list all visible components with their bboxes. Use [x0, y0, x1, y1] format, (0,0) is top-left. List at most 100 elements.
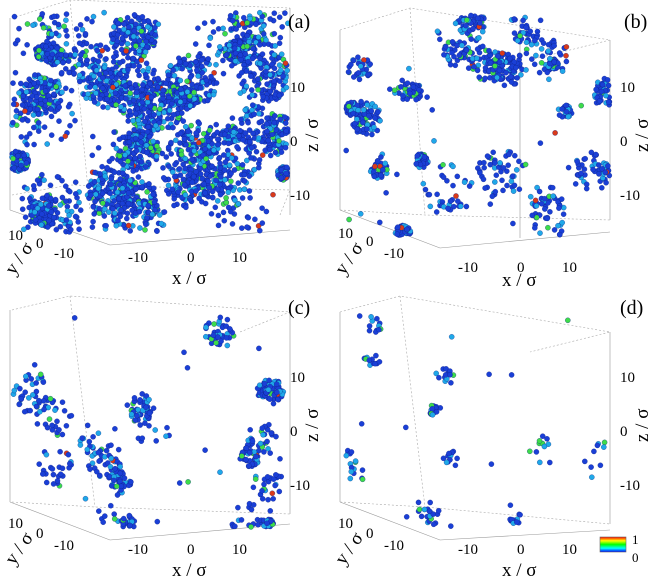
z-axis-label: z / σ — [302, 119, 323, 152]
particle — [563, 58, 570, 65]
particle — [113, 222, 120, 229]
particle — [240, 137, 246, 143]
particle — [114, 189, 121, 196]
particle — [593, 86, 599, 93]
particle — [210, 29, 217, 35]
particle — [574, 158, 581, 165]
z-tick-label: -10 — [620, 478, 640, 494]
particle — [514, 37, 521, 44]
particle — [403, 514, 410, 520]
particle — [527, 193, 534, 200]
particle — [111, 54, 117, 60]
particle — [146, 410, 153, 416]
particle — [40, 471, 46, 477]
particle — [131, 126, 137, 133]
particle — [605, 163, 611, 169]
particle — [126, 139, 133, 146]
particle — [207, 35, 214, 41]
particle — [474, 67, 481, 74]
particle — [256, 157, 263, 163]
particle — [410, 84, 417, 90]
particle — [24, 42, 30, 48]
particle — [239, 453, 245, 459]
particle — [242, 130, 249, 136]
particle — [211, 70, 217, 76]
particle — [242, 107, 248, 113]
particle — [124, 215, 130, 222]
particle — [436, 374, 442, 381]
particle — [34, 106, 41, 113]
particle — [267, 508, 274, 514]
z-tick-label: -10 — [290, 188, 310, 204]
particle — [32, 209, 38, 215]
particle — [170, 169, 176, 175]
particle — [113, 483, 120, 490]
particle — [552, 130, 558, 136]
x-tick-label: 0 — [187, 250, 195, 266]
particle — [184, 89, 191, 95]
particle — [89, 18, 95, 25]
particle — [169, 100, 175, 107]
particle — [56, 104, 62, 110]
particle — [404, 80, 411, 86]
particle — [145, 18, 152, 25]
particle — [283, 120, 289, 126]
particle — [263, 208, 270, 215]
particle — [103, 222, 109, 229]
particle — [474, 15, 481, 22]
particle — [91, 211, 97, 217]
particle — [245, 119, 251, 126]
particle — [34, 421, 41, 427]
particle — [34, 177, 41, 183]
particle — [496, 67, 503, 74]
particle — [59, 465, 66, 472]
particle — [55, 21, 62, 28]
particle — [59, 177, 65, 184]
particle — [272, 113, 278, 119]
particle — [50, 471, 57, 478]
particle — [150, 405, 157, 411]
particle — [429, 412, 436, 418]
particle — [565, 164, 572, 171]
particle — [185, 52, 192, 59]
particle — [477, 170, 483, 176]
particle — [118, 207, 124, 213]
particle — [257, 440, 264, 447]
particle — [113, 102, 119, 108]
particle — [263, 121, 270, 127]
particle — [218, 338, 224, 344]
particle — [178, 151, 185, 158]
particle — [195, 25, 201, 31]
particle — [112, 426, 118, 432]
particle — [488, 461, 495, 467]
x-tick-label: 10 — [562, 542, 577, 558]
particle — [510, 220, 516, 227]
x-tick-label: -10 — [458, 542, 478, 558]
particle — [276, 14, 283, 20]
particle — [355, 70, 362, 76]
particle — [168, 151, 174, 157]
particle — [37, 16, 43, 22]
particle — [368, 108, 375, 114]
particle — [18, 396, 24, 402]
particle — [115, 446, 122, 453]
particle — [482, 185, 488, 191]
particle — [537, 140, 544, 146]
particle — [187, 196, 194, 203]
particle — [209, 163, 215, 169]
particle — [111, 477, 117, 484]
panel-d-particles — [343, 313, 608, 529]
particle — [40, 25, 47, 31]
particle — [23, 160, 30, 166]
particle — [206, 127, 213, 133]
particle — [582, 458, 588, 465]
particle — [90, 204, 97, 210]
particle — [125, 222, 132, 229]
particle — [47, 97, 53, 103]
particle — [104, 164, 110, 171]
particle — [69, 110, 75, 117]
particle — [490, 149, 496, 156]
particle — [448, 380, 454, 386]
particle — [119, 170, 126, 176]
particle — [277, 67, 284, 73]
